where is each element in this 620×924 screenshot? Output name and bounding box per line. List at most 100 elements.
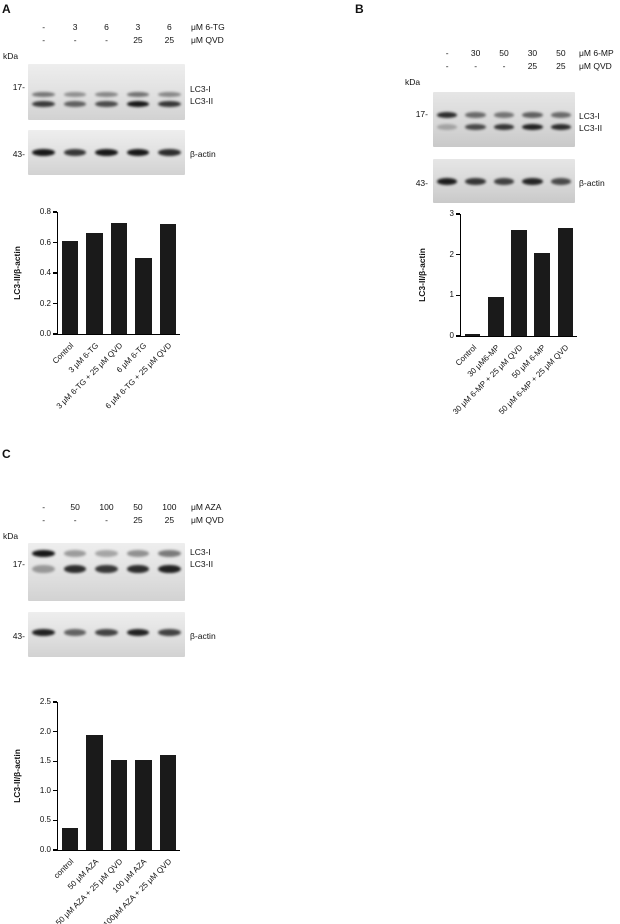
figure-panel-a: A - 3 6 3 6 μM 6-TG - - - 25 25 μM QVD k… xyxy=(2,2,320,445)
y-tick-label: 0 xyxy=(449,331,454,340)
dose-row-drug: - 3 6 3 6 μM 6-TG xyxy=(2,22,320,34)
y-axis-label: LC3-II/β-actin xyxy=(12,749,22,803)
band-label-actin: β-actin xyxy=(190,149,216,159)
dose-row-qvd: - - - 25 25 μM QVD xyxy=(355,61,618,73)
western-blot-film-actin xyxy=(28,612,185,657)
bar-30-m6-mp xyxy=(487,297,504,336)
band-labels: LC3-I LC3-II xyxy=(190,83,213,107)
dose-value: 25 xyxy=(133,35,143,45)
band-label-lc3-1: LC3-I xyxy=(190,547,211,557)
dose-value: 25 xyxy=(164,35,175,45)
band-label-lc3-2: LC3-II xyxy=(190,559,214,569)
dose-unit-label: μM 6-MP xyxy=(579,48,614,58)
band-label-lc3-2: LC3-II xyxy=(190,96,214,106)
western-blot-film-actin xyxy=(28,130,185,175)
dose-row-qvd: - - - 25 25 μM QVD xyxy=(2,35,320,47)
y-axis-ticks: 0.0 0.5 1.0 1.5 2.0 2.5 xyxy=(30,697,54,854)
y-tick-label: 1 xyxy=(449,290,454,300)
protein-band xyxy=(493,123,515,130)
dose-values-drug: - 3 6 3 6 xyxy=(28,22,185,32)
band-label-lc3-2: LC3-II xyxy=(579,123,603,133)
protein-band xyxy=(63,149,87,156)
bar-50-m-aza-25-m-qvd xyxy=(110,760,128,850)
western-blot-film-lc3 xyxy=(433,92,575,147)
dose-unit-label: μM QVD xyxy=(191,515,224,525)
y-axis-label-wrap: LC3-II/β-actin xyxy=(415,214,429,336)
dose-values-qvd: - - - 25 25 xyxy=(28,515,185,525)
western-blot-film-lc3 xyxy=(28,64,185,120)
dose-value: 3 xyxy=(72,22,78,32)
y-tick-label: 0.8 xyxy=(39,207,51,216)
y-tick-mark xyxy=(52,790,57,792)
y-tick-mark xyxy=(52,211,57,213)
x-tick-label: 6 μM 6-TG xyxy=(115,341,149,375)
mw-marker-17: 17- xyxy=(12,559,25,569)
protein-band xyxy=(522,123,543,130)
figure-panel-b: B - 30 50 30 50 μM 6-MP - - - 25 25 μM Q… xyxy=(355,2,618,445)
protein-band xyxy=(126,628,150,636)
dose-value: - xyxy=(502,61,506,71)
protein-band xyxy=(32,565,55,574)
dose-unit-label: μM AZA xyxy=(191,502,222,512)
y-tick-mark xyxy=(455,294,460,296)
protein-band xyxy=(522,112,543,119)
protein-band xyxy=(157,92,181,98)
y-axis-ticks: 0.0 0.2 0.4 0.6 0.8 xyxy=(30,207,54,338)
dose-value: - xyxy=(42,22,46,32)
dose-values-drug: - 50 100 50 100 xyxy=(28,502,185,512)
western-blot-film-lc3 xyxy=(28,543,185,601)
y-tick-label: 0.2 xyxy=(39,298,51,308)
dose-value: 50 xyxy=(556,48,566,58)
protein-band xyxy=(550,177,571,185)
y-tick-mark xyxy=(52,701,57,703)
dose-unit-label: μM QVD xyxy=(191,35,224,45)
x-axis-labels: control 50 μM AZA 50 μM AZA + 25 μM QVD 100… xyxy=(52,853,179,924)
dose-value: 50 xyxy=(133,502,143,512)
dose-value: 25 xyxy=(556,61,566,71)
dose-value: 25 xyxy=(527,61,538,71)
protein-band xyxy=(95,565,118,574)
y-axis-label-wrap: LC3-II/β-actin xyxy=(10,212,24,334)
bar-50-m-aza xyxy=(86,734,103,850)
mw-marker-17: 17- xyxy=(12,82,25,92)
protein-band xyxy=(32,101,55,108)
bar-100-m-aza xyxy=(135,760,152,850)
protein-band xyxy=(157,628,181,636)
dose-values-qvd: - - - 25 25 xyxy=(28,35,185,45)
protein-band xyxy=(63,101,87,108)
bar-6-m-6-tg-25-m-qvd xyxy=(159,224,177,334)
bar-50-m-6-mp xyxy=(534,252,551,336)
band-labels: β-actin xyxy=(190,630,216,642)
dose-value: - xyxy=(474,61,478,71)
dose-values-drug: - 30 50 30 50 xyxy=(433,48,575,58)
dose-row-qvd: - - - 25 25 μM QVD xyxy=(2,515,320,527)
dose-value: - xyxy=(105,515,108,525)
dose-value: - xyxy=(42,515,46,525)
protein-band xyxy=(95,101,118,108)
y-tick-mark xyxy=(52,731,57,733)
dose-value: 30 xyxy=(470,48,481,58)
dose-value: 100 xyxy=(99,502,114,512)
y-tick-mark xyxy=(52,333,57,335)
dose-value: 50 xyxy=(499,48,509,58)
dose-value: 25 xyxy=(164,515,175,525)
band-label-lc3-1: LC3-I xyxy=(579,111,600,121)
protein-band xyxy=(550,112,571,119)
protein-band xyxy=(126,565,150,574)
plot-area xyxy=(52,211,180,335)
y-axis-label-wrap: LC3-II/β-actin xyxy=(10,702,24,850)
bar-50-m-6-mp-25-m-qvd xyxy=(557,228,574,336)
y-tick-label: 0.5 xyxy=(39,815,51,825)
protein-band xyxy=(157,149,181,156)
dose-value: 50 xyxy=(70,502,80,512)
protein-band xyxy=(126,101,150,108)
protein-band xyxy=(436,177,458,185)
dose-value: - xyxy=(445,48,449,58)
plot-area xyxy=(455,213,577,337)
dose-row-drug: - 30 50 30 50 μM 6-MP xyxy=(355,48,618,60)
band-label-actin: β-actin xyxy=(579,178,605,188)
bar-100-m-aza-25-m-qvd xyxy=(159,755,177,850)
protein-band xyxy=(63,549,87,557)
bar-30-m-6-mp-25-m-qvd xyxy=(511,230,527,336)
